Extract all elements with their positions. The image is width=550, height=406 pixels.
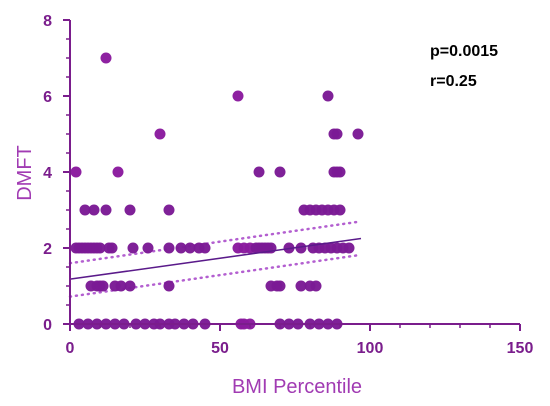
y-tick-label: 6: [43, 89, 52, 106]
data-point: [70, 166, 82, 178]
regression-layer: [69, 237, 362, 280]
p-value-annotation: p=0.0015: [430, 43, 498, 60]
y-tick-label: 4: [43, 165, 52, 182]
data-point: [310, 280, 322, 292]
data-point: [112, 166, 124, 178]
data-point: [343, 242, 355, 254]
data-point: [97, 280, 109, 292]
x-tick-label: 150: [507, 340, 534, 357]
data-point: [322, 90, 334, 102]
data-point: [253, 166, 265, 178]
data-point: [274, 166, 286, 178]
data-point: [175, 242, 187, 254]
data-point: [295, 242, 307, 254]
data-point: [232, 90, 244, 102]
data-point: [295, 280, 307, 292]
data-point: [106, 242, 118, 254]
data-point: [94, 242, 106, 254]
data-point: [124, 204, 136, 216]
data-point: [334, 166, 346, 178]
data-point: [274, 280, 286, 292]
x-axis-title: BMI Percentile: [232, 376, 362, 398]
data-point: [142, 242, 154, 254]
data-point: [163, 280, 175, 292]
data-point: [79, 204, 91, 216]
y-tick-label: 2: [43, 241, 52, 258]
data-point: [184, 242, 196, 254]
data-point: [127, 242, 139, 254]
regression-line: [69, 237, 362, 280]
data-point: [88, 204, 100, 216]
y-tick-label: 0: [43, 317, 52, 334]
data-point: [124, 280, 136, 292]
x-tick-label: 100: [357, 340, 384, 357]
y-axis-title: DMFT: [14, 145, 36, 201]
x-tick-label: 0: [66, 340, 75, 357]
data-point: [334, 204, 346, 216]
data-point: [154, 128, 166, 140]
data-point: [163, 242, 175, 254]
data-point: [199, 242, 211, 254]
data-point: [100, 204, 112, 216]
data-point: [100, 52, 112, 64]
data-point: [115, 280, 127, 292]
ci-upper-line: [68, 220, 363, 265]
data-point: [331, 128, 343, 140]
r-value-annotation: r=0.25: [430, 73, 477, 90]
points-layer: [70, 52, 364, 330]
x-tick-label: 50: [211, 340, 229, 357]
data-point: [352, 128, 364, 140]
y-tick-label: 8: [43, 13, 52, 30]
axes-layer: 0 50 100 150 0 2 4 6 8: [43, 13, 533, 357]
data-point: [163, 204, 175, 216]
